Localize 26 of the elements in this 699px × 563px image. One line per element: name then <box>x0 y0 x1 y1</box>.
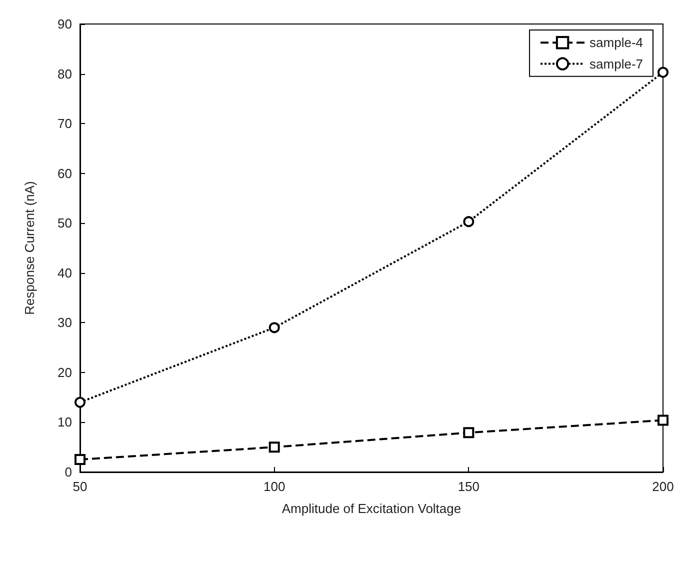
y-tick-label: 20 <box>58 364 72 380</box>
x-tick-label: 150 <box>458 479 480 494</box>
y-tick-label: 40 <box>58 265 72 280</box>
x-tick-label: 50 <box>72 479 88 494</box>
legend-label: sample-7 <box>590 56 643 72</box>
point <box>463 427 474 438</box>
y-tick-label: 30 <box>58 315 72 330</box>
y-tick-label: 10 <box>58 414 72 430</box>
point <box>74 396 86 408</box>
point <box>268 442 280 453</box>
y-tick-label: 70 <box>58 116 72 132</box>
x-tick-label: 100 <box>263 479 286 494</box>
y-tick-label: 90 <box>58 16 72 32</box>
point <box>658 414 668 426</box>
y-tick-label: 0 <box>64 464 72 480</box>
point <box>658 66 668 78</box>
y-tick-label: 60 <box>58 166 72 181</box>
x-tick-label: 200 <box>652 479 674 494</box>
point <box>268 322 280 334</box>
y-tick-label: 50 <box>58 216 72 231</box>
point <box>74 454 86 466</box>
y-axis-title: Response Current (nA) <box>22 181 37 315</box>
x-axis-title: Amplitude of Excitation Voltage <box>282 501 462 516</box>
legend-label: sample-4 <box>590 35 643 50</box>
point <box>463 216 474 228</box>
y-tick-label: 80 <box>58 66 72 82</box>
